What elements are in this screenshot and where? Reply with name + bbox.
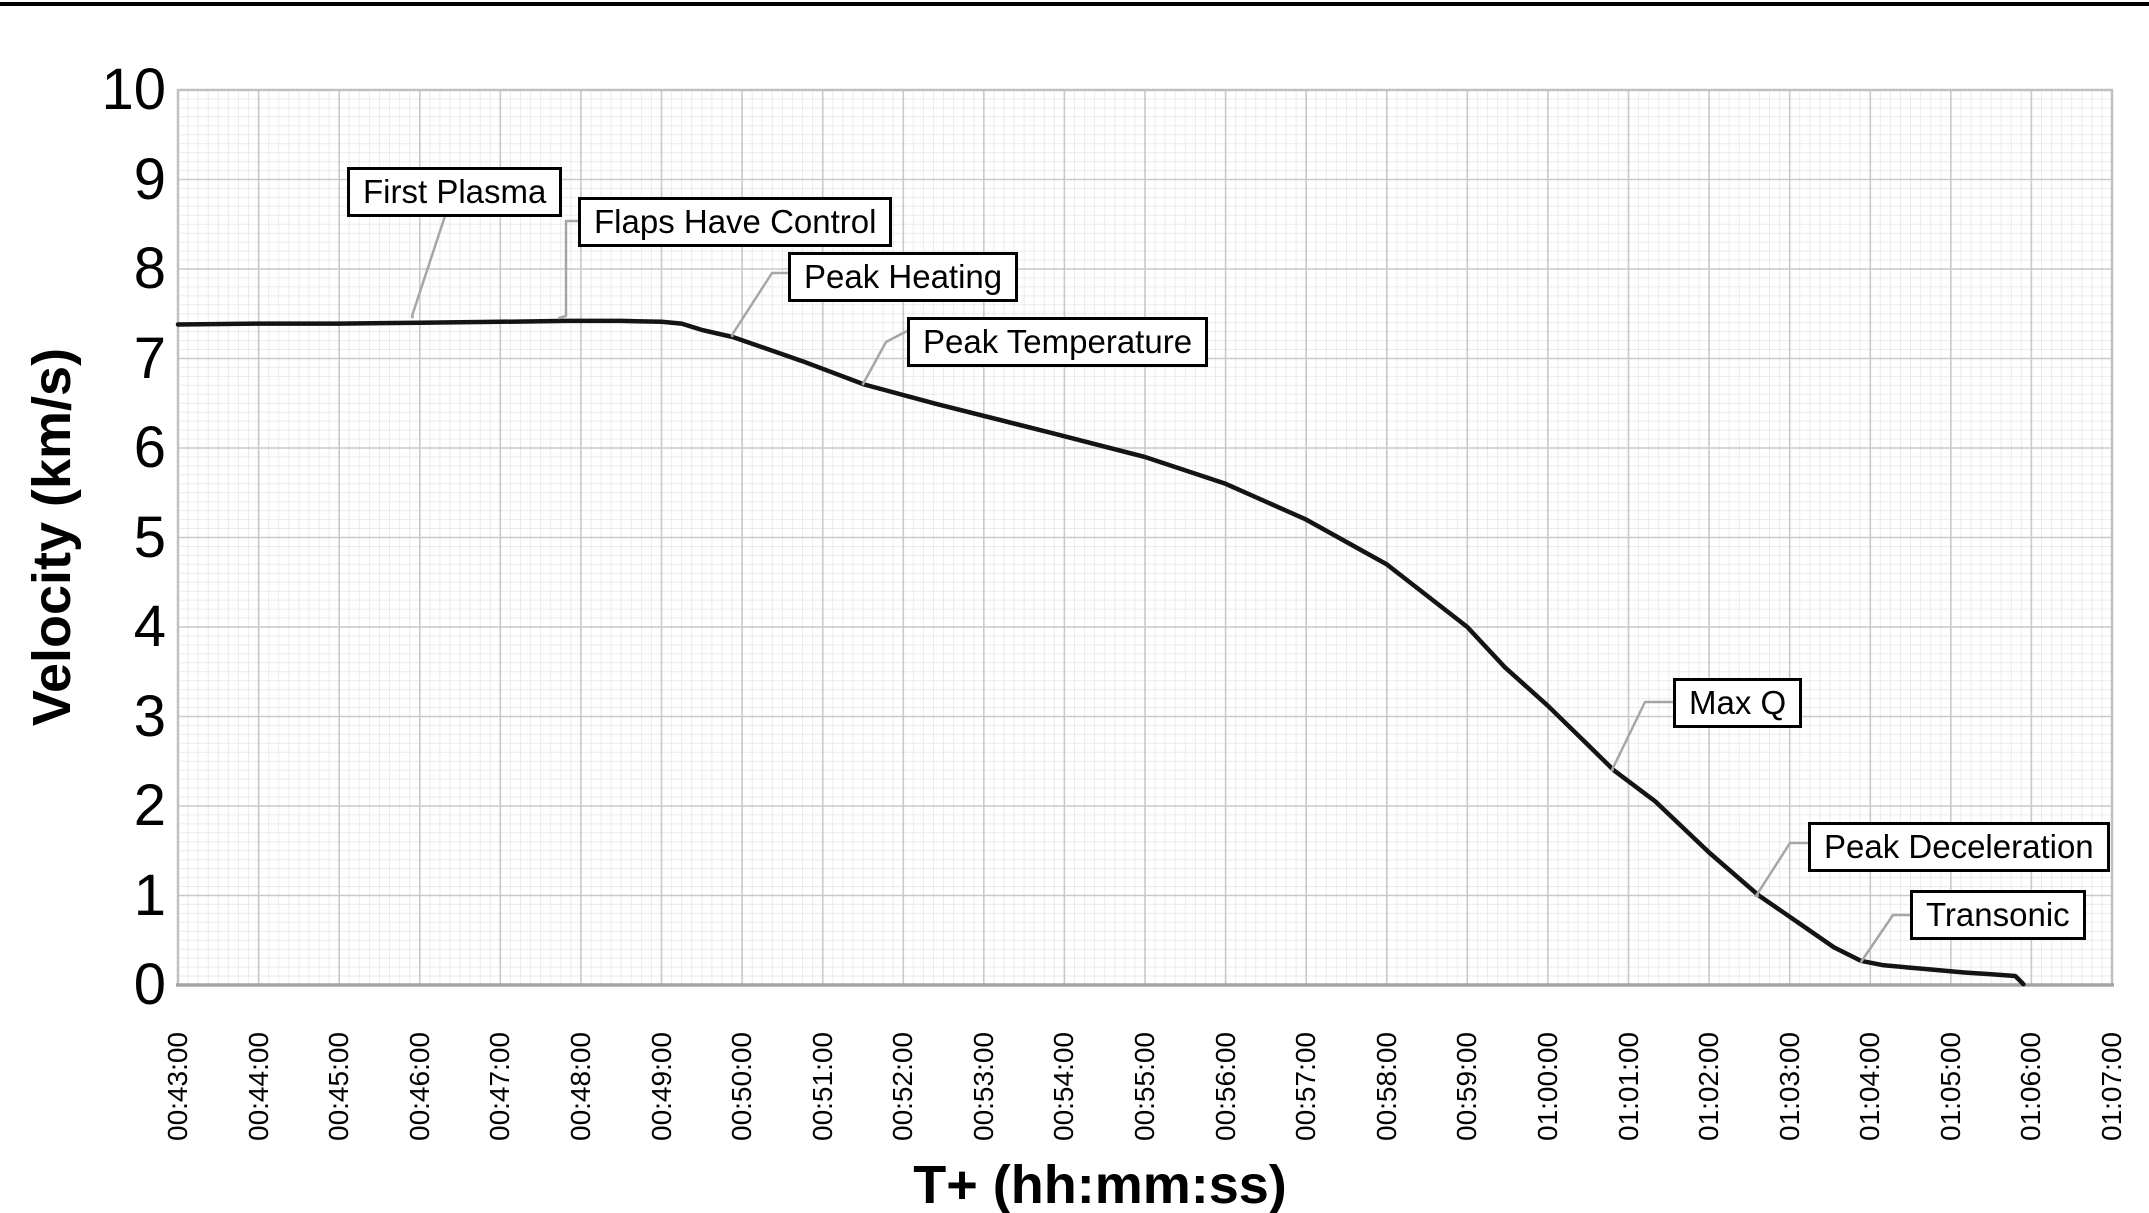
leader-line [861, 329, 908, 386]
y-tick-label: 4 [133, 594, 166, 659]
y-tick-label: 10 [101, 57, 166, 122]
annotation-callout: Transonic [1910, 890, 2086, 940]
annotation-callout: Peak Deceleration [1808, 822, 2110, 872]
x-tick-label: 00:49:00 [645, 1032, 677, 1141]
x-tick-label: 00:46:00 [403, 1032, 435, 1141]
x-tick-label: 00:54:00 [1048, 1032, 1080, 1141]
x-tick-label: 00:44:00 [242, 1032, 274, 1141]
leader-line [410, 212, 448, 319]
leader-line [730, 271, 788, 338]
x-tick-label: 00:47:00 [484, 1032, 516, 1141]
annotation-callout: First Plasma [347, 167, 563, 217]
x-tick-label: 00:43:00 [162, 1032, 193, 1141]
x-tick-label: 00:58:00 [1370, 1032, 1402, 1141]
leader-line [1859, 913, 1910, 964]
x-tick-label: 00:51:00 [806, 1032, 838, 1141]
x-tick-label: 00:48:00 [564, 1032, 596, 1141]
y-tick-label: 3 [133, 683, 166, 749]
x-tick-label: 00:57:00 [1290, 1032, 1322, 1141]
x-tick-label: 00:56:00 [1209, 1032, 1241, 1141]
x-axis-title: T+ (hh:mm:ss) [913, 1155, 1287, 1213]
x-tick-label: 00:50:00 [726, 1032, 758, 1141]
y-tick-label: 8 [133, 236, 166, 301]
annotation-callout: Peak Temperature [907, 317, 1209, 367]
x-tick-label: 01:03:00 [1773, 1032, 1805, 1141]
leader-line [557, 219, 578, 320]
y-axis-title: Velocity (km/s) [22, 347, 82, 727]
top-border-rule [0, 2, 2149, 6]
x-tick-label: 01:01:00 [1612, 1032, 1644, 1141]
x-tick-label: 00:53:00 [967, 1032, 999, 1141]
y-tick-label: 6 [133, 415, 166, 480]
velocity-curve [175, 318, 2026, 987]
x-tick-label: 01:06:00 [2015, 1032, 2047, 1141]
annotation-callout: Max Q [1673, 678, 1803, 728]
y-tick-label: 0 [133, 952, 166, 1017]
y-tick-label: 7 [133, 325, 166, 391]
x-tick-label: 00:55:00 [1129, 1032, 1160, 1141]
x-tick-label: 01:02:00 [1693, 1032, 1725, 1141]
y-tick-label: 5 [133, 504, 166, 570]
x-tick-label: 00:45:00 [323, 1032, 355, 1141]
x-tick-label: 01:05:00 [1934, 1032, 1966, 1141]
leader-line [1754, 841, 1808, 898]
y-tick-label: 1 [133, 862, 166, 928]
x-tick-label: 00:52:00 [887, 1032, 919, 1141]
annotation-callout: Peak Heating [788, 252, 1019, 302]
annotation-callout: Flaps Have Control [578, 197, 893, 247]
x-tick-label: 01:00:00 [1531, 1032, 1563, 1141]
y-tick-label: 9 [133, 146, 166, 212]
y-tick-label: 2 [133, 773, 166, 838]
x-tick-label: 01:07:00 [2096, 1032, 2127, 1141]
x-tick-label: 00:59:00 [1451, 1032, 1483, 1141]
leader-line [1610, 700, 1673, 772]
x-tick-label: 01:04:00 [1854, 1032, 1886, 1141]
